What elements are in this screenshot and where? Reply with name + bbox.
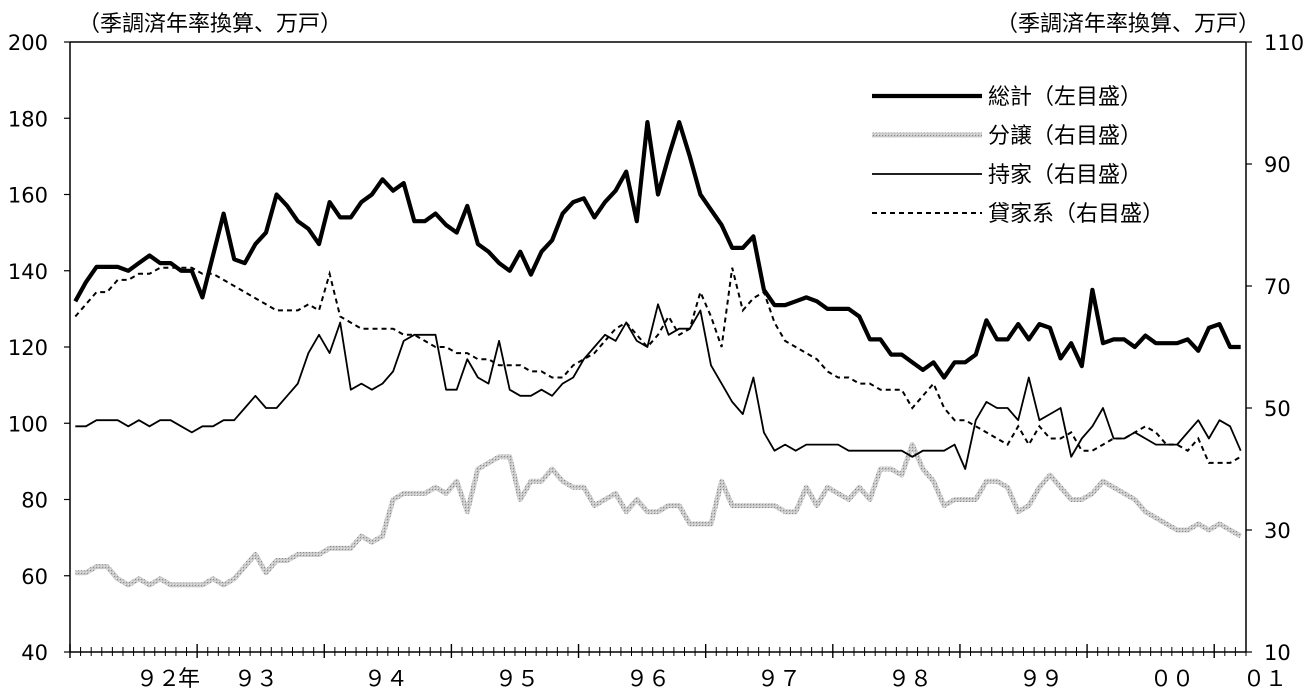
right-tick-label: 110 [1264,31,1304,55]
x-tick-label: ９９ [1019,667,1063,691]
left-tick-label: 160 [8,184,48,208]
left-axis: 40 60 80 100 120 140 160 180 200 [8,31,70,665]
x-tick-label: ９７ [757,667,801,691]
left-tick-label: 60 [21,565,48,589]
series-line-0 [73,119,1241,380]
legend: 総計（左目盛） 分譲（右目盛） 持家（右目盛） 貸家系（右目盛） [872,85,1164,227]
x-tick-label: ９３ [234,667,278,691]
x-tick-label: 年 [178,667,200,691]
legend-label-1: 分譲（右目盛） [988,124,1142,149]
series-line-1 [75,442,1242,588]
x-tick-label: ００ [1150,667,1194,691]
left-tick-label: 140 [8,260,48,284]
x-tick-label: ０１ [1243,667,1287,691]
right-tick-label: 50 [1264,397,1291,421]
legend-label-0: 総計（左目盛） [988,85,1142,110]
legend-label-3: 貸家系（右目盛） [988,202,1164,227]
legend-label-2: 持家（右目盛） [988,163,1142,188]
left-tick-label: 40 [21,641,48,665]
x-tick-label: ９６ [626,667,670,691]
left-tick-label: 80 [21,489,48,513]
x-tick-label: ９５ [495,667,539,691]
right-axis: 10 30 50 70 90 110 [1246,31,1304,665]
x-tick-label: ９４ [364,667,408,691]
right-tick-label: 70 [1264,275,1291,299]
x-axis: ９２年 ９３ ９４ ９５ ９６ ９７ ９８ ９９ ００ ０１ [69,644,1287,691]
left-tick-label: 200 [8,31,48,55]
left-axis-unit-label: （季調済年率換算、万戸） [78,12,343,37]
right-tick-label: 30 [1264,519,1291,543]
x-tick-label: ９２ [136,667,180,691]
right-tick-label: 90 [1264,153,1291,177]
right-tick-label: 10 [1264,641,1291,665]
left-tick-label: 100 [8,412,48,436]
left-tick-label: 120 [8,336,48,360]
left-tick-label: 180 [8,107,48,131]
right-axis-unit-label: （季調済年率換算、万戸） [995,12,1260,37]
x-tick-label: ９８ [888,667,932,691]
series-line-2 [75,303,1242,470]
plot-area-frame [69,41,1247,653]
series-line-3 [74,266,1242,464]
series-layer [73,119,1242,588]
